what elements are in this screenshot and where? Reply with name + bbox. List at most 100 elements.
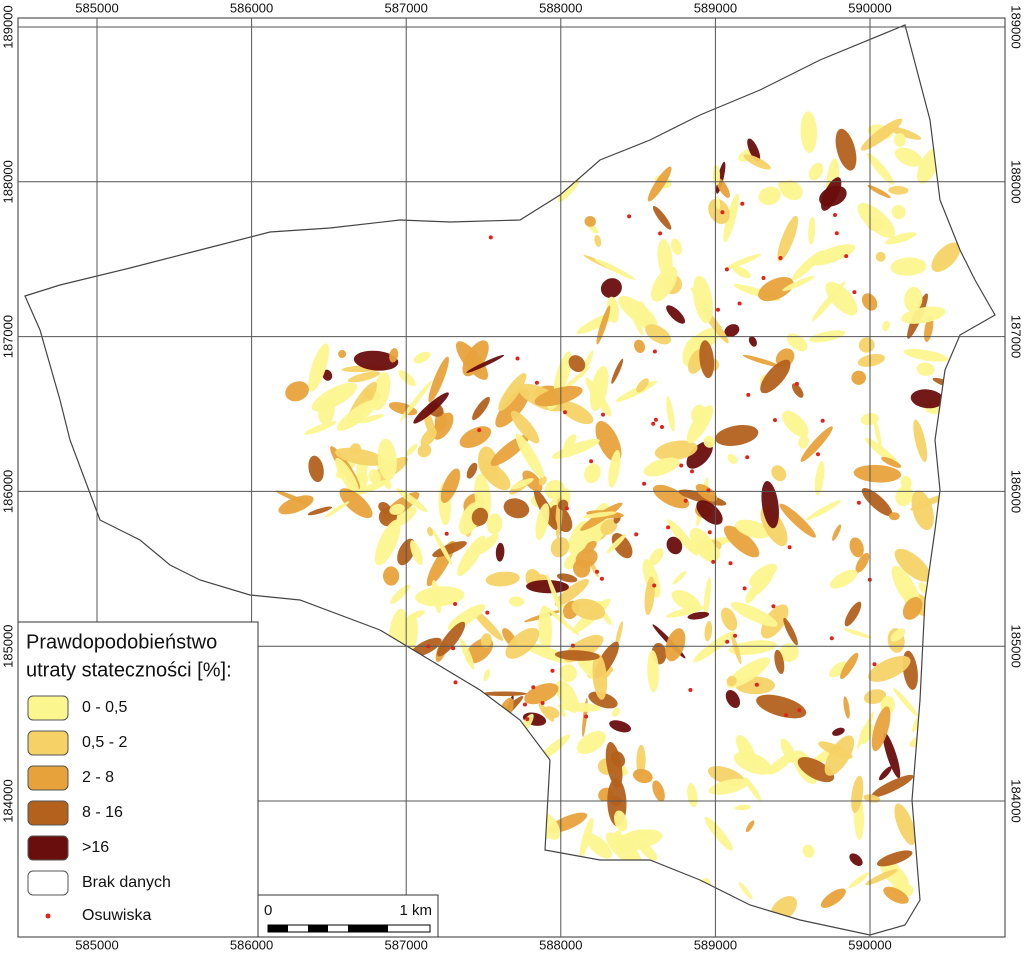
- legend-point: [45, 913, 51, 919]
- hazard-patch: [431, 579, 442, 614]
- hazard-patch: [715, 425, 759, 446]
- hazard-patch: [744, 777, 762, 802]
- hazard-patch: [368, 469, 381, 485]
- hazard-patch: [727, 454, 737, 464]
- hazard-patch: [389, 503, 405, 515]
- y-coord-label: 187000: [1009, 315, 1024, 358]
- hazard-patch: [338, 350, 347, 358]
- hazard-patch: [808, 162, 824, 181]
- hazard-patch: [774, 649, 785, 675]
- hazard-patch: [614, 830, 622, 840]
- hazard-patch: [505, 627, 540, 659]
- hazard-patch: [410, 637, 442, 657]
- hazard-patch: [844, 601, 862, 627]
- legend-label: Osuwiska: [82, 907, 151, 924]
- hazard-patch: [918, 581, 928, 594]
- legend-items: 0 - 0,5 0,5 - 2 2 - 8 8 - 16 >16 Brak danych O…: [27, 695, 171, 924]
- hazard-patch: [551, 438, 600, 459]
- hazard-patch: [761, 481, 779, 529]
- hazard-patch: [594, 234, 602, 247]
- landslide-point: [745, 455, 750, 460]
- hazard-patch: [738, 882, 753, 900]
- hazard-patch: [888, 512, 900, 521]
- hazard-patch: [588, 691, 618, 709]
- hazard-patch: [596, 305, 611, 345]
- landslide-point: [444, 531, 449, 536]
- hazard-patch: [800, 426, 833, 462]
- hazard-patch: [474, 473, 492, 519]
- hazard-patch: [649, 548, 664, 566]
- hazard-patch: [895, 485, 914, 507]
- legend-label: 2 - 8: [82, 769, 114, 786]
- landslide-point: [651, 421, 656, 426]
- landslide-point: [778, 256, 783, 260]
- landslide-point: [570, 643, 575, 648]
- hazard-patch: [308, 343, 330, 392]
- hazard-patch: [471, 507, 489, 526]
- hazard-patch: [559, 401, 594, 425]
- hazard-patch: [745, 820, 755, 833]
- hazard-patch: [771, 465, 787, 482]
- x-coord-label: 590000: [848, 0, 891, 15]
- hazard-patch: [875, 251, 886, 262]
- hazard-patch: [782, 275, 815, 292]
- hazard-patch: [747, 138, 761, 162]
- hazard-patch: [554, 579, 590, 606]
- hazard-patch: [420, 428, 437, 447]
- hazard-patch: [440, 468, 461, 503]
- hazard-patch: [557, 702, 601, 712]
- hazard-patch: [335, 457, 360, 495]
- hazard-patch: [708, 198, 730, 225]
- hazard-patch: [871, 706, 891, 752]
- hazard-patch: [413, 351, 431, 364]
- hazard-patch: [610, 750, 626, 768]
- hazard-patch: [480, 633, 492, 648]
- hazard-patch: [894, 147, 923, 167]
- landslide-point: [564, 506, 569, 511]
- hazard-patch: [544, 606, 580, 636]
- hazard-patch: [553, 351, 572, 396]
- landslide-point: [844, 254, 849, 259]
- landslide-point: [540, 701, 545, 705]
- y-coord-label: 184000: [1009, 779, 1024, 822]
- x-coord-label: 588000: [539, 0, 582, 15]
- hazard-patch: [703, 435, 716, 448]
- hazard-patch: [374, 519, 401, 566]
- hazard-patch: [695, 484, 718, 502]
- hazard-patch: [554, 650, 600, 661]
- landslide-point: [794, 381, 799, 386]
- hazard-patch: [456, 341, 488, 380]
- hazard-patch: [600, 519, 618, 535]
- hazard-patch: [910, 389, 944, 409]
- hazard-patch: [858, 337, 875, 353]
- hazard-patch: [503, 498, 530, 519]
- hazard-patch: [495, 388, 530, 428]
- landslide-point: [658, 231, 663, 236]
- scale-bar: 0 1 km: [257, 894, 439, 938]
- landslide-point: [725, 639, 730, 644]
- hazard-patch: [671, 590, 701, 612]
- hazard-patch: [843, 628, 872, 639]
- hazard-patch: [888, 185, 909, 195]
- landslide-point: [595, 569, 599, 574]
- hazard-patch: [307, 506, 333, 516]
- hazard-patch: [893, 133, 906, 147]
- y-coord-label: 189000: [1009, 5, 1024, 48]
- hazard-patch: [576, 731, 606, 754]
- hazard-patch: [867, 184, 891, 199]
- hazard-patch: [508, 596, 525, 607]
- hazard-patch: [819, 185, 847, 207]
- legend-swatch: [27, 765, 69, 791]
- hazard-patch: [388, 402, 418, 416]
- hazard-patch: [824, 735, 855, 776]
- hazard-patch: [891, 204, 906, 220]
- hazard-patch: [550, 537, 570, 558]
- hazard-patch: [820, 888, 846, 908]
- hazard-patch: [571, 598, 606, 621]
- hazard-patch: [913, 419, 928, 462]
- hazard-patch: [526, 579, 569, 594]
- hazard-patch: [715, 196, 721, 210]
- hazard-patch: [728, 640, 777, 655]
- hazard-patch: [398, 370, 416, 387]
- hazard-patch: [894, 548, 931, 582]
